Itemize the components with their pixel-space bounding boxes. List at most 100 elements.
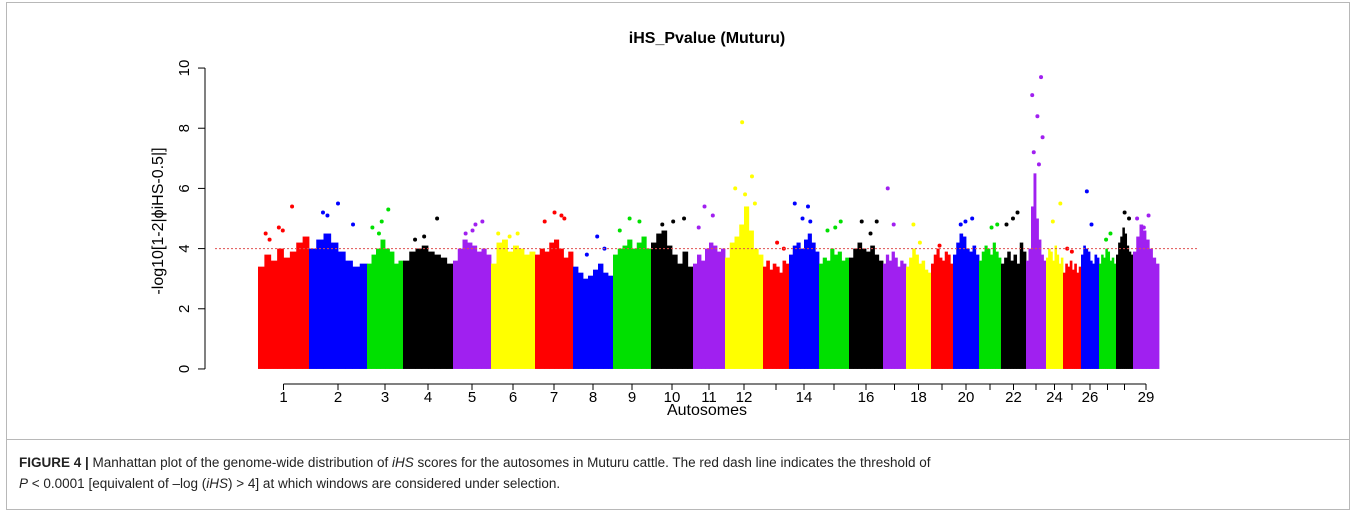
chromosome bbox=[693, 204, 726, 369]
snp-column bbox=[446, 263, 454, 369]
snp-column bbox=[539, 248, 545, 369]
snp-column bbox=[744, 206, 750, 369]
snp-column bbox=[779, 272, 783, 369]
snp-column bbox=[544, 251, 550, 369]
snp-column bbox=[956, 242, 960, 369]
snp-point bbox=[1146, 213, 1151, 218]
figure-label: FIGURE 4 | bbox=[19, 455, 89, 470]
snp-column bbox=[1109, 260, 1113, 369]
snp-column bbox=[1146, 239, 1150, 369]
snp-column bbox=[1130, 254, 1134, 369]
snp-column bbox=[608, 275, 614, 369]
snp-point bbox=[752, 201, 757, 206]
chart-title: iHS_Pvalue (Muturu) bbox=[629, 30, 785, 47]
snp-point bbox=[958, 222, 963, 227]
snp-column bbox=[1013, 254, 1018, 369]
x-tick-label: 7 bbox=[550, 389, 558, 406]
snp-column bbox=[1046, 257, 1049, 369]
snp-point bbox=[660, 222, 665, 227]
snp-column bbox=[376, 248, 381, 369]
snp-column bbox=[933, 254, 937, 369]
snp-column bbox=[984, 245, 988, 369]
snp-column bbox=[782, 260, 787, 369]
snp-column bbox=[1107, 251, 1111, 369]
snp-column bbox=[1133, 251, 1137, 369]
snp-column bbox=[807, 233, 812, 369]
snp-column bbox=[453, 260, 459, 369]
snp-point bbox=[808, 219, 813, 224]
snp-column bbox=[462, 239, 468, 369]
snp-column bbox=[713, 245, 718, 369]
chromosome bbox=[931, 243, 954, 369]
snp-column bbox=[316, 239, 324, 369]
snp-column bbox=[1056, 254, 1060, 369]
snp-point bbox=[911, 222, 916, 227]
snp-column bbox=[1031, 206, 1034, 369]
snp-column bbox=[502, 239, 508, 369]
x-tick-label: 18 bbox=[910, 389, 927, 406]
snp-point bbox=[682, 216, 687, 221]
snp-point bbox=[267, 237, 272, 242]
snp-column bbox=[921, 260, 926, 369]
snp-column bbox=[345, 260, 353, 369]
snp-point bbox=[775, 240, 780, 245]
x-tick-label: 1 bbox=[279, 389, 287, 406]
snp-column bbox=[891, 251, 895, 369]
snp-column bbox=[409, 251, 416, 369]
snp-column bbox=[915, 254, 919, 369]
snp-column bbox=[394, 263, 399, 369]
snp-point bbox=[473, 222, 478, 227]
snp-column bbox=[705, 248, 710, 369]
snp-column bbox=[371, 254, 377, 369]
snp-column bbox=[739, 224, 745, 369]
chromosome bbox=[1063, 246, 1082, 369]
snp-point bbox=[320, 210, 325, 215]
chromosome bbox=[883, 186, 907, 369]
snp-column bbox=[830, 248, 835, 369]
snp-column bbox=[729, 242, 735, 369]
snp-column bbox=[987, 248, 991, 369]
snp-point bbox=[507, 234, 512, 239]
snp-column bbox=[942, 260, 946, 369]
snp-column bbox=[518, 248, 525, 369]
snp-column bbox=[352, 266, 361, 369]
snp-column bbox=[1099, 263, 1102, 369]
snp-column bbox=[1078, 266, 1082, 369]
snp-column bbox=[857, 242, 863, 369]
snp-column bbox=[845, 257, 850, 369]
snp-column bbox=[953, 254, 957, 369]
snp-column bbox=[992, 242, 996, 369]
snp-point bbox=[1058, 201, 1063, 206]
snp-column bbox=[861, 248, 867, 369]
snp-column bbox=[627, 239, 633, 369]
snp-column bbox=[367, 263, 372, 369]
snp-column bbox=[296, 242, 304, 369]
snp-column bbox=[981, 251, 985, 369]
snp-point bbox=[696, 225, 701, 230]
snp-column bbox=[1118, 242, 1121, 369]
snp-column bbox=[883, 263, 887, 369]
snp-column bbox=[457, 248, 463, 369]
snp-column bbox=[811, 242, 816, 369]
snp-column bbox=[682, 251, 689, 369]
snp-column bbox=[962, 236, 967, 369]
snp-point bbox=[379, 219, 384, 224]
snp-column bbox=[936, 248, 940, 369]
snp-column bbox=[849, 257, 854, 369]
snp-column bbox=[646, 248, 652, 369]
snp-column bbox=[1052, 260, 1055, 369]
caption-line: P < 0.0001 [equivalent of –log (iHS) > 4… bbox=[19, 473, 1337, 494]
snp-column bbox=[1010, 260, 1014, 369]
snp-point bbox=[562, 216, 567, 221]
y-tick-label: 0 bbox=[176, 365, 193, 373]
chromosome bbox=[725, 120, 764, 369]
snp-point bbox=[584, 252, 589, 257]
snp-column bbox=[701, 260, 706, 369]
snp-column bbox=[481, 248, 487, 369]
snp-point bbox=[470, 228, 475, 233]
snp-point bbox=[386, 207, 391, 212]
snp-column bbox=[434, 254, 441, 369]
snp-point bbox=[290, 204, 295, 209]
snp-column bbox=[697, 254, 702, 369]
snp-column bbox=[841, 260, 846, 369]
